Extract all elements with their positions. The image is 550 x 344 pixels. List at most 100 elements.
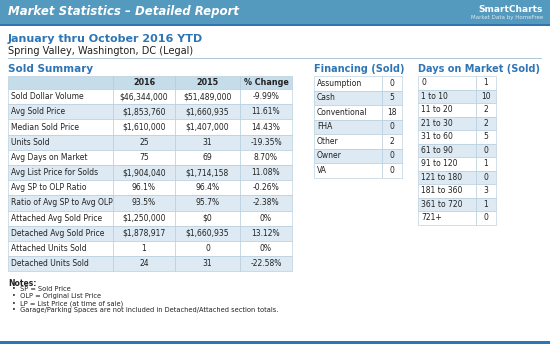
Text: •  SP = Sold Price: • SP = Sold Price [12, 287, 71, 292]
Bar [314, 149, 382, 163]
Bar [314, 119, 382, 134]
Text: •  OLP = Original List Price: • OLP = Original List Price [12, 293, 101, 299]
Bar [113, 241, 175, 256]
Text: $1,878,917: $1,878,917 [122, 229, 166, 238]
Bar [175, 76, 240, 89]
Text: Other: Other [317, 137, 339, 146]
Bar [8, 165, 113, 180]
Text: Market Data by HomeFree: Market Data by HomeFree [471, 14, 543, 20]
Text: 0: 0 [389, 151, 394, 160]
Text: $1,660,935: $1,660,935 [186, 229, 229, 238]
Bar [314, 105, 382, 119]
Bar [476, 130, 496, 143]
Bar [175, 211, 240, 226]
Bar [8, 180, 113, 195]
Bar [240, 256, 292, 271]
Bar [0, 0, 400, 24]
Text: -0.26%: -0.26% [252, 183, 279, 192]
Bar [476, 117, 496, 130]
Text: 721+: 721+ [421, 213, 442, 222]
Text: 0: 0 [389, 122, 394, 131]
Bar [8, 195, 113, 211]
Bar [314, 90, 382, 105]
Bar [240, 119, 292, 135]
Bar [476, 211, 496, 225]
Text: 0: 0 [483, 173, 488, 182]
Text: 1: 1 [483, 159, 488, 168]
Text: 96.4%: 96.4% [195, 183, 219, 192]
Text: 5: 5 [483, 132, 488, 141]
Bar [476, 103, 496, 117]
Bar [382, 76, 402, 90]
Text: Avg Sold Price: Avg Sold Price [11, 107, 65, 116]
Text: 0: 0 [421, 78, 426, 87]
Bar [175, 119, 240, 135]
Text: 31: 31 [203, 259, 212, 268]
Bar [175, 89, 240, 104]
Bar [8, 58, 542, 59]
Text: 5: 5 [389, 93, 394, 102]
Text: 2: 2 [483, 119, 488, 128]
Text: 75: 75 [139, 153, 149, 162]
Bar [240, 226, 292, 241]
Bar [113, 195, 175, 211]
Text: 2015: 2015 [196, 78, 218, 87]
Bar [175, 226, 240, 241]
Bar [175, 135, 240, 150]
Bar [113, 76, 175, 89]
Text: $1,250,000: $1,250,000 [122, 214, 166, 223]
Text: Spring Valley, Washington, DC (Legal): Spring Valley, Washington, DC (Legal) [8, 46, 193, 56]
Text: 181 to 360: 181 to 360 [421, 186, 463, 195]
Text: SmartCharts: SmartCharts [478, 6, 543, 14]
Bar [175, 241, 240, 256]
Bar [8, 241, 113, 256]
Bar [8, 135, 113, 150]
Text: Conventional: Conventional [317, 108, 367, 117]
Bar [240, 150, 292, 165]
Bar [382, 90, 402, 105]
Text: $1,904,040: $1,904,040 [122, 168, 166, 177]
Text: Owner: Owner [317, 151, 342, 160]
Text: Assumption: Assumption [317, 79, 362, 88]
Text: 25: 25 [139, 138, 149, 147]
Bar [0, 24, 550, 26]
Bar [175, 104, 240, 119]
Text: 0: 0 [205, 244, 210, 253]
Text: 0: 0 [483, 146, 488, 155]
Text: -9.99%: -9.99% [252, 92, 279, 101]
Bar [418, 143, 476, 157]
Bar [175, 256, 240, 271]
Bar [418, 117, 476, 130]
Text: 0%: 0% [260, 244, 272, 253]
Bar [382, 134, 402, 149]
Text: 0: 0 [389, 79, 394, 88]
Bar [8, 150, 113, 165]
Bar [8, 89, 113, 104]
Text: 31: 31 [203, 138, 212, 147]
Text: 95.7%: 95.7% [195, 198, 219, 207]
Text: 1: 1 [142, 244, 146, 253]
Bar [8, 76, 113, 89]
Text: 18: 18 [387, 108, 397, 117]
Bar [175, 180, 240, 195]
Bar [476, 197, 496, 211]
Text: $0: $0 [202, 214, 212, 223]
Text: 11.61%: 11.61% [252, 107, 280, 116]
Bar [240, 241, 292, 256]
Text: 24: 24 [139, 259, 149, 268]
Text: Cash: Cash [317, 93, 336, 102]
Bar [476, 157, 496, 171]
Text: 13.12%: 13.12% [252, 229, 280, 238]
Text: -19.35%: -19.35% [250, 138, 282, 147]
Text: Attached Avg Sold Price: Attached Avg Sold Price [11, 214, 102, 223]
Bar [240, 104, 292, 119]
Text: Days on Market (Sold): Days on Market (Sold) [418, 64, 540, 74]
Text: $1,610,000: $1,610,000 [122, 122, 166, 131]
Bar [240, 165, 292, 180]
Text: Detached Avg Sold Price: Detached Avg Sold Price [11, 229, 104, 238]
Text: Median Sold Price: Median Sold Price [11, 122, 79, 131]
Bar [240, 135, 292, 150]
Text: 96.1%: 96.1% [132, 183, 156, 192]
Text: Sold Dollar Volume: Sold Dollar Volume [11, 92, 84, 101]
Bar [113, 211, 175, 226]
